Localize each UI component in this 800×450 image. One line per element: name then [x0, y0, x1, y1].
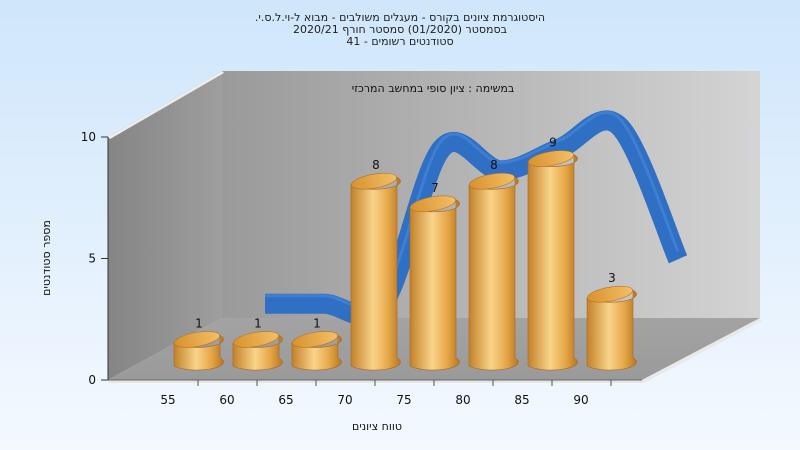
bar-cap — [410, 195, 456, 213]
axes-group: 0 5 10 55 60 65 70 75 80 85 90 — [81, 130, 642, 407]
x-tick-label: 75 — [396, 393, 411, 407]
bar-data-label: 8 — [490, 158, 498, 172]
bar: 8 — [350, 158, 401, 371]
bar: 8 — [468, 158, 519, 371]
bar-body — [409, 199, 460, 371]
y-tick-label: 10 — [81, 130, 96, 144]
y-axis-title: מספר סטודנטים — [40, 220, 53, 296]
x-tick-label: 80 — [455, 393, 470, 407]
x-tick-label: 65 — [278, 393, 293, 407]
bar-data-label: 1 — [313, 316, 321, 330]
bar: 9 — [527, 136, 578, 371]
title-line-1: היסטוגרמת ציונים בקורס - מעגלים משולבים … — [254, 11, 546, 24]
bar-data-label: 1 — [195, 316, 203, 330]
y-tick-label: 5 — [88, 252, 96, 266]
x-tick-label: 90 — [573, 393, 588, 407]
bars-group: 1 1 1 8 7 8 9 3 — [173, 136, 637, 371]
floor-front-edge — [108, 380, 644, 383]
left-wall-top-edge — [108, 71, 224, 139]
series-curve — [265, 110, 688, 326]
bar: 7 — [409, 181, 460, 371]
bar-cap — [174, 331, 220, 348]
bar-body — [527, 154, 578, 371]
bar-body — [586, 289, 637, 371]
bar-body — [468, 176, 519, 371]
x-tick-label: 60 — [219, 393, 234, 407]
bar-body — [350, 176, 401, 371]
x-tick-label: 70 — [337, 393, 352, 407]
bar-data-label: 7 — [431, 181, 439, 195]
chart-title: היסטוגרמת ציונים בקורס - מעגלים משולבים … — [0, 12, 800, 48]
bar: 1 — [291, 316, 342, 371]
left-wall — [108, 71, 222, 380]
bar-data-label: 9 — [549, 136, 557, 150]
bar-data-label: 8 — [372, 158, 380, 172]
bar-cap — [587, 285, 633, 303]
bar: 1 — [232, 316, 283, 371]
y-tick-label: 0 — [88, 373, 96, 387]
bar-cap — [233, 331, 279, 348]
x-tick-label: 55 — [160, 393, 175, 407]
bar-cap — [351, 172, 397, 190]
series-curve-highlight — [265, 110, 680, 309]
x-axis-title: טווח ציונים — [352, 420, 402, 433]
bar-data-label: 1 — [254, 316, 262, 330]
bar-cap — [528, 150, 574, 167]
bar: 3 — [586, 271, 637, 371]
x-tick-label: 85 — [514, 393, 529, 407]
floor-right-edge — [642, 318, 762, 383]
title-line-3: סטודנטים רשומים - 41 — [346, 35, 454, 48]
series-ribbon — [265, 110, 688, 326]
bar: 1 — [173, 316, 224, 371]
bar-data-label: 3 — [608, 271, 616, 285]
chart-annotation: במשימה : ציון סופי במחשב המרכזי — [352, 82, 515, 95]
bar-cap — [292, 331, 338, 348]
bar-cap — [469, 172, 515, 190]
title-line-2: בסמסטר (01/2020) סמסטר חורף 2020/21 — [293, 23, 507, 36]
